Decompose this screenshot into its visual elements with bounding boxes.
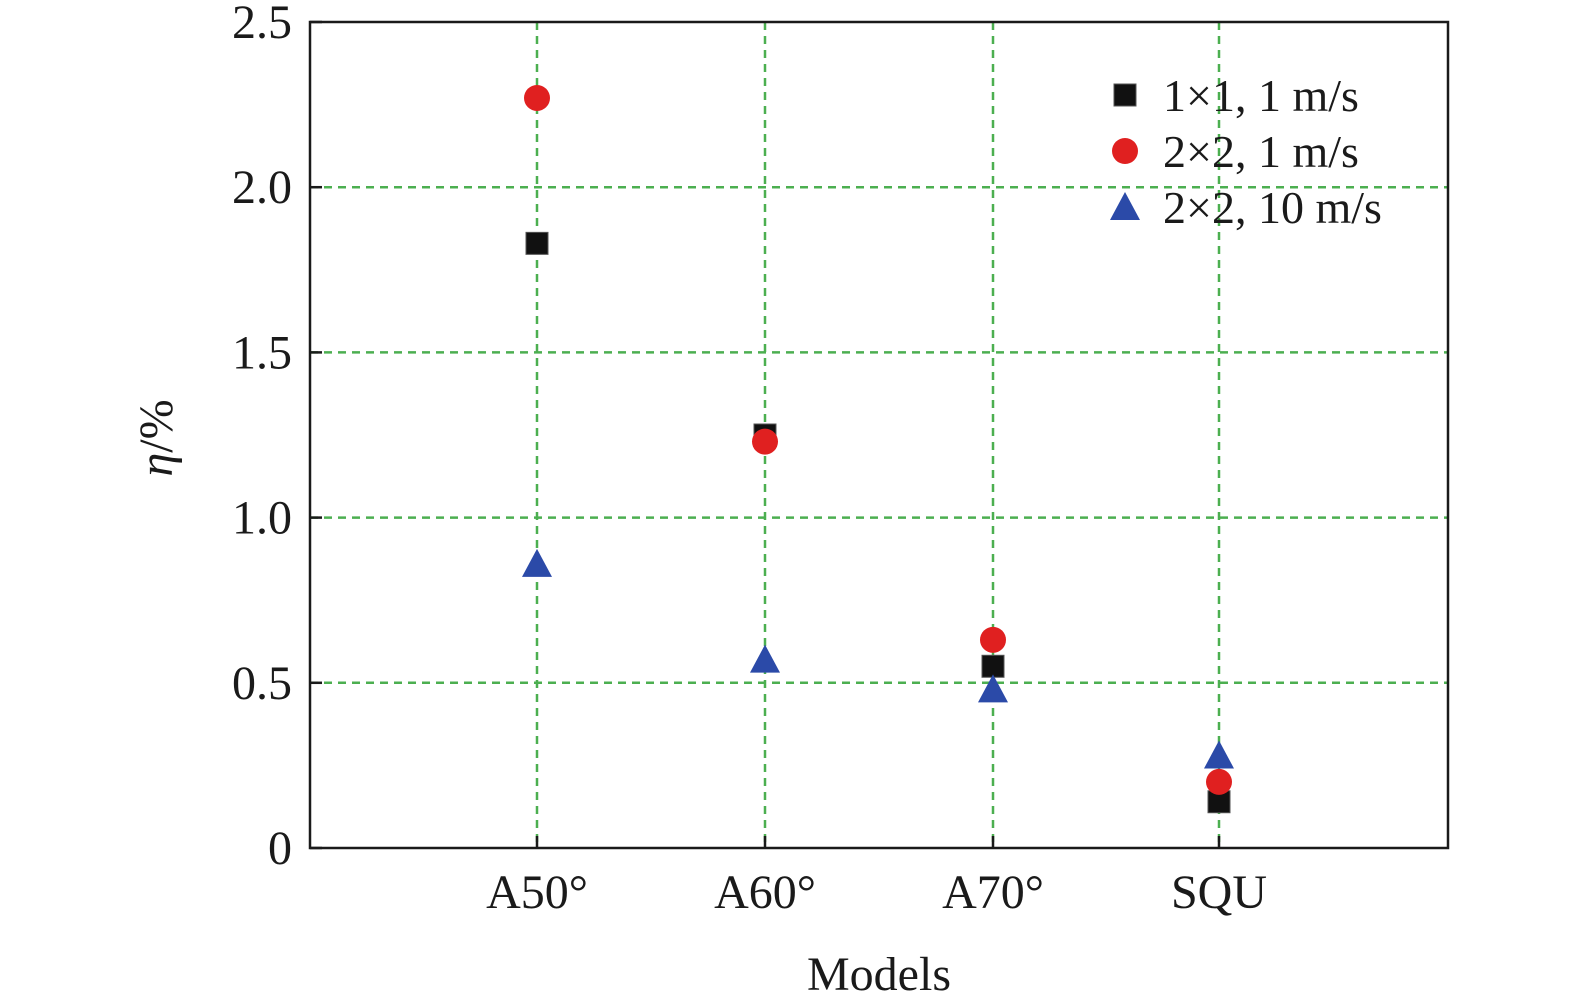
legend-marker-triangle xyxy=(1110,192,1140,220)
y-tick-labels: 0 0.5 1.0 1.5 2.0 2.5 xyxy=(232,0,292,875)
y-tick-label: 2.0 xyxy=(232,161,292,214)
data-points xyxy=(522,84,1234,814)
data-point-circle xyxy=(1206,768,1232,795)
y-tick-label: 1.5 xyxy=(232,326,292,379)
data-point-triangle xyxy=(522,548,552,577)
y-tick-label: 2.5 xyxy=(232,0,292,49)
data-point-square xyxy=(981,654,1005,678)
data-point-triangle xyxy=(1204,740,1234,769)
data-point-square xyxy=(525,231,549,255)
y-tick-label: 0 xyxy=(268,822,292,875)
data-point-circle xyxy=(524,84,550,111)
y-axis-unit: /% xyxy=(130,399,183,452)
data-point-triangle xyxy=(750,644,780,673)
data-point-triangle xyxy=(978,674,1008,703)
data-point-circle xyxy=(980,626,1006,653)
legend-label: 2×2, 10 m/s xyxy=(1163,182,1382,233)
y-tick-label: 1.0 xyxy=(232,492,292,545)
x-tick-label: SQU xyxy=(1171,866,1267,919)
legend-label: 2×2, 1 m/s xyxy=(1163,126,1359,177)
x-tick-label: A60° xyxy=(714,866,816,919)
x-tick-label: A50° xyxy=(486,866,588,919)
legend-marker-circle xyxy=(1112,138,1138,164)
legend-marker-square xyxy=(1113,83,1137,107)
legend-label: 1×1, 1 m/s xyxy=(1163,70,1359,121)
x-tick-labels: A50° A60° A70° SQU xyxy=(486,866,1267,919)
plot-frame xyxy=(308,20,1450,850)
data-point-circle xyxy=(752,428,778,455)
y-tick-label: 0.5 xyxy=(232,657,292,710)
axis-ticks xyxy=(310,20,1221,850)
legend: 1×1, 1 m/s2×2, 1 m/s2×2, 10 m/s xyxy=(1110,70,1382,233)
y-axis-title: η/% xyxy=(130,399,183,476)
x-tick-label: A70° xyxy=(942,866,1044,919)
x-axis-title: Models xyxy=(807,948,951,1001)
y-axis-symbol: η xyxy=(130,453,183,477)
